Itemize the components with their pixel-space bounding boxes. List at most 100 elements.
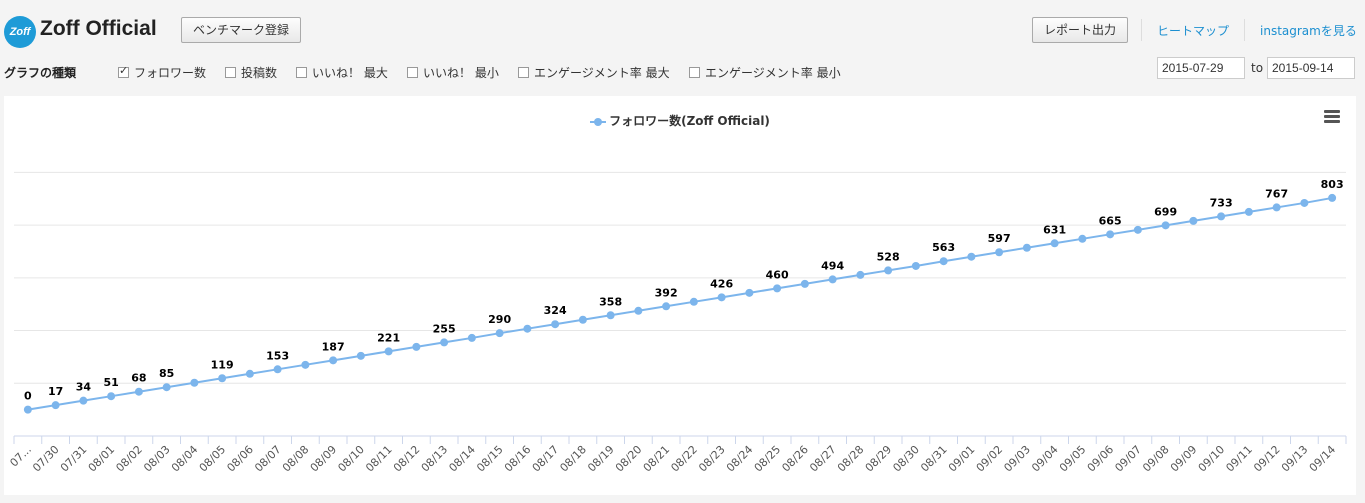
data-label: 34: [76, 381, 92, 394]
data-point: [23, 405, 32, 414]
account-name: Zoff Official: [40, 17, 157, 40]
x-tick-label: 08/29: [863, 443, 895, 475]
x-tick-label: 08/16: [502, 443, 534, 475]
data-point: [467, 333, 476, 342]
chart-menu-icon[interactable]: [1324, 110, 1340, 124]
data-label: 392: [655, 286, 678, 299]
data-label: 767: [1265, 187, 1288, 200]
follower-chart: 07...07/3007/3108/0108/0208/0308/0408/05…: [7, 171, 1347, 475]
data-point: [634, 306, 643, 315]
data-point: [1161, 221, 1170, 230]
data-point: [828, 275, 837, 284]
data-point: [1022, 243, 1031, 252]
heatmap-link[interactable]: ヒートマップ: [1157, 24, 1230, 38]
checkbox-followers[interactable]: フォロワー数: [118, 64, 206, 81]
x-tick-label: 08/21: [641, 443, 673, 475]
data-point: [1328, 193, 1337, 202]
data-label: 153: [266, 349, 289, 362]
legend-series-marker-icon: [590, 117, 607, 127]
checkbox-label: エンゲージメント率 最小: [705, 66, 841, 80]
report-export-button[interactable]: レポート出力: [1032, 17, 1129, 43]
x-tick-label: 08/19: [585, 443, 617, 475]
data-point: [578, 315, 587, 324]
data-point: [79, 396, 88, 405]
checkbox-likes-max[interactable]: いいね！ 最大: [296, 64, 388, 81]
x-tick-label: 09/06: [1085, 443, 1117, 475]
date-from-input[interactable]: [1157, 57, 1245, 79]
chart-panel: 07... 07/30 07/31 08/01 08/02 08/03 08/04 08/05…: [4, 96, 1356, 495]
header-divider: [1244, 19, 1245, 41]
x-tick-label: 08/02: [113, 443, 145, 475]
series-line: [27, 196, 1333, 411]
data-label: 255: [433, 322, 456, 335]
x-tick-label: 08/30: [890, 443, 922, 475]
checkbox-likes-min[interactable]: いいね！ 最小: [407, 64, 499, 81]
data-point: [689, 297, 698, 306]
account-logo: Zoff: [4, 16, 36, 48]
data-point: [495, 329, 504, 338]
x-tick-label: 07/30: [30, 443, 62, 475]
data-point: [412, 342, 421, 351]
data-label: 324: [544, 304, 567, 317]
data-point: [662, 302, 671, 311]
x-tick-label: 08/26: [779, 443, 811, 475]
data-label: 460: [766, 268, 789, 281]
benchmark-register-button[interactable]: ベンチマーク登録: [181, 17, 302, 43]
data-label: 597: [988, 232, 1011, 245]
x-tick-label: 08/04: [169, 443, 201, 475]
data-point: [551, 320, 560, 329]
checkbox-label: いいね！ 最大: [312, 66, 388, 80]
x-tick-label: 08/12: [391, 443, 423, 475]
checkbox-box[interactable]: [118, 64, 129, 78]
data-point: [773, 284, 782, 293]
data-point: [1133, 225, 1142, 234]
x-tick-label: 08/01: [86, 443, 118, 475]
data-point: [884, 266, 893, 275]
checkbox-box[interactable]: [518, 67, 529, 78]
x-tick-label: 09/14: [1307, 443, 1339, 475]
checkbox-posts[interactable]: 投稿数: [225, 64, 277, 81]
data-label: 85: [159, 367, 174, 380]
data-label: 733: [1210, 196, 1233, 209]
x-tick-label: 08/05: [197, 443, 229, 475]
x-tick-label: 08/10: [335, 443, 367, 475]
data-point: [162, 383, 171, 392]
data-label: 0: [24, 390, 32, 403]
checkbox-box[interactable]: [296, 67, 307, 78]
data-label: 563: [932, 241, 955, 254]
data-label: 119: [211, 358, 234, 371]
data-point: [939, 257, 948, 266]
date-to-input[interactable]: [1267, 57, 1355, 79]
data-label: 631: [1043, 223, 1066, 236]
x-tick-label: 09/01: [946, 443, 978, 475]
data-point: [218, 374, 227, 383]
data-point: [301, 360, 310, 369]
checkbox-engagement-max[interactable]: エンゲージメント率 最大: [518, 64, 670, 81]
data-point: [745, 288, 754, 297]
data-label: 51: [103, 376, 118, 389]
graph-type-label: グラフの種類: [4, 66, 77, 80]
data-point: [356, 351, 365, 360]
data-point: [384, 347, 393, 356]
x-tick-label: 09/04: [1029, 443, 1061, 475]
data-label: 665: [1099, 214, 1122, 227]
data-point: [800, 279, 809, 288]
data-point: [1300, 198, 1309, 207]
x-tick-label: 08/14: [446, 443, 478, 475]
data-point: [245, 369, 254, 378]
data-point: [440, 338, 449, 347]
checkbox-box[interactable]: [689, 67, 700, 78]
x-tick-label: 08/17: [530, 443, 562, 475]
data-label: 803: [1321, 178, 1344, 191]
chart-legend[interactable]: フォロワー数(Zoff Official): [4, 112, 1356, 129]
x-tick-label: 08/13: [419, 443, 451, 475]
legend-series-label: フォロワー数(Zoff Official): [609, 114, 770, 128]
x-tick-label: 09/08: [1140, 443, 1172, 475]
data-point: [1189, 216, 1198, 225]
x-tick-label: 08/31: [918, 443, 950, 475]
checkbox-box[interactable]: [407, 67, 418, 78]
checkbox-box[interactable]: [225, 67, 236, 78]
instagram-link[interactable]: instagramを見る: [1260, 24, 1357, 38]
checkbox-engagement-min[interactable]: エンゲージメント率 最小: [689, 64, 841, 81]
x-tick-label: 08/23: [696, 443, 728, 475]
